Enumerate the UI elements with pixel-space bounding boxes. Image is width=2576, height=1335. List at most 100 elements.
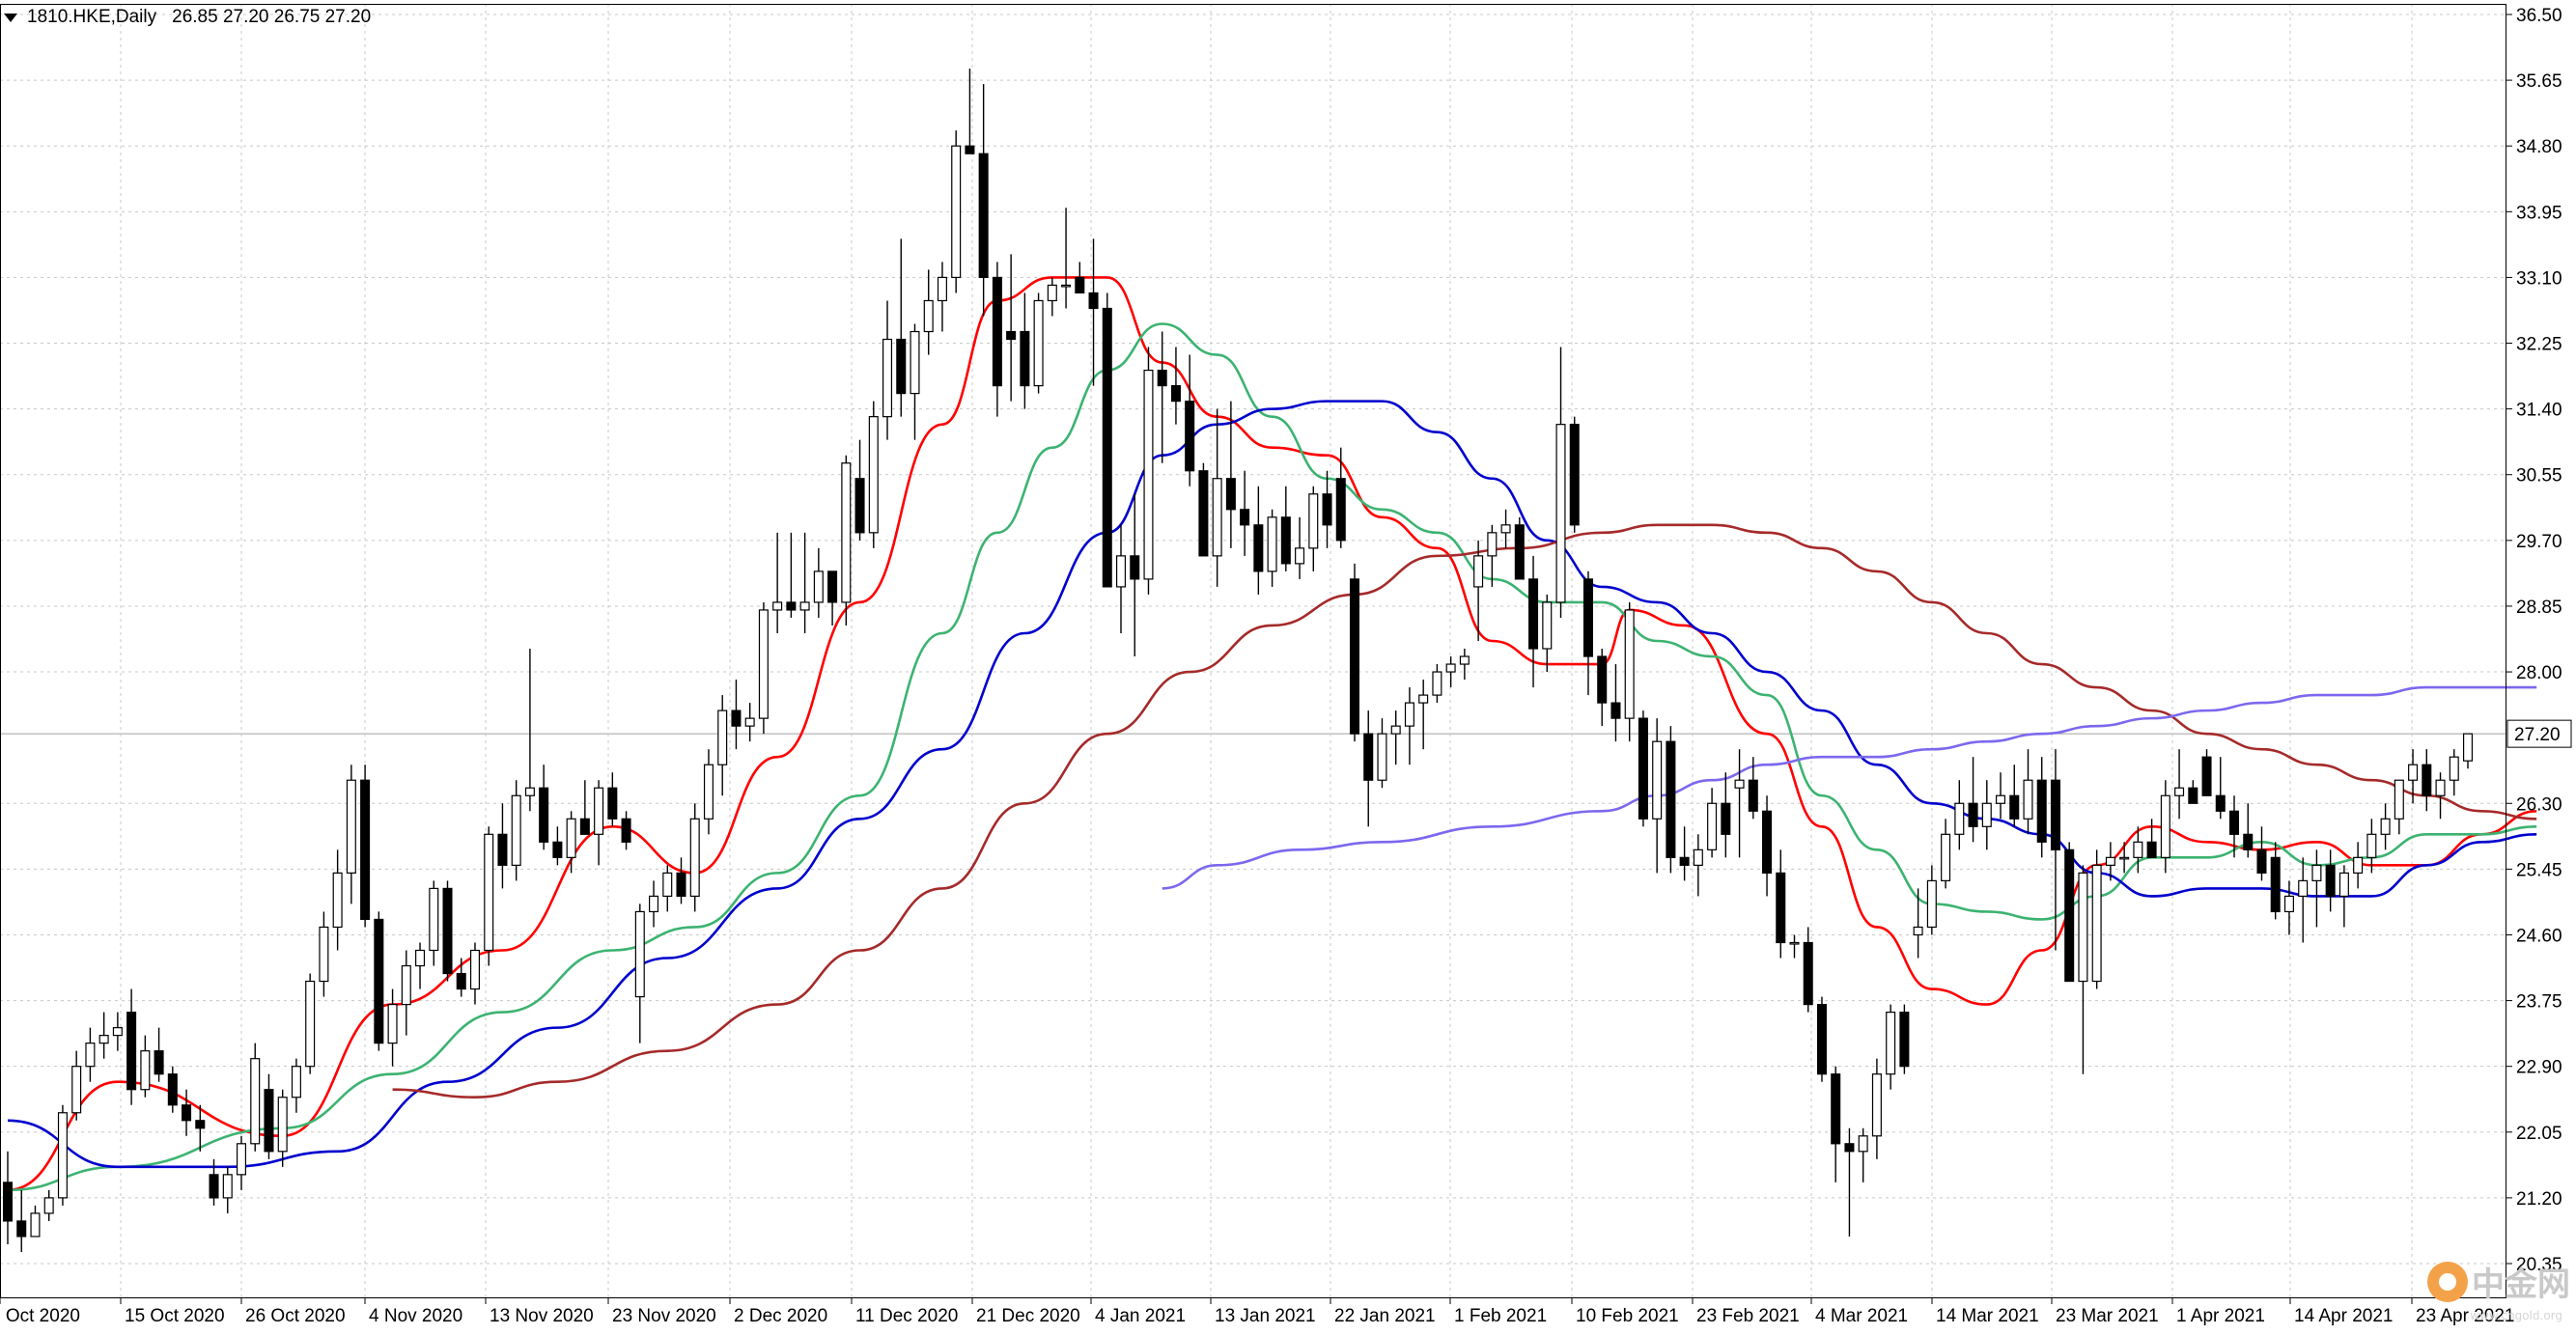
candle-body xyxy=(112,1027,123,1037)
y-tick-label: 35.65 xyxy=(2516,71,2562,92)
y-tick-label: 23.75 xyxy=(2516,992,2562,1013)
candle-body xyxy=(1115,555,1127,588)
candle-body xyxy=(1349,578,1360,735)
x-tick-label: 4 Mar 2021 xyxy=(1815,1306,1908,1326)
candle-body xyxy=(1033,299,1044,387)
candle-body xyxy=(1582,578,1593,657)
candle-body xyxy=(524,787,535,796)
candle-body xyxy=(305,980,316,1068)
candle-body xyxy=(2338,872,2349,898)
candle-body xyxy=(415,949,426,967)
candle-body xyxy=(1130,555,1140,580)
candle-body xyxy=(1941,833,1951,881)
y-tick-label: 20.35 xyxy=(2516,1255,2562,1275)
x-tick-label: 1 Apr 2021 xyxy=(2176,1306,2265,1326)
candle-body xyxy=(841,462,852,603)
candle-body xyxy=(1542,601,1553,650)
y-tick-label: 24.60 xyxy=(2516,926,2562,946)
candle-body xyxy=(1170,384,1181,403)
candle-body xyxy=(360,779,371,921)
candle-body xyxy=(1913,926,1923,936)
watermark-url: www.cngold.org xyxy=(2470,1309,2562,1322)
candle-body xyxy=(1789,941,1800,945)
candle-body xyxy=(2119,856,2130,860)
candle-body xyxy=(1776,872,1786,944)
candle-body xyxy=(126,1011,137,1091)
candle-body xyxy=(497,833,508,866)
candle-body xyxy=(71,1066,82,1114)
y-tick-label: 36.50 xyxy=(2516,6,2562,26)
candle-body xyxy=(813,570,824,603)
dropdown-triangle-icon[interactable] xyxy=(4,13,17,22)
candle-body xyxy=(731,709,742,727)
candle-body xyxy=(195,1120,206,1129)
x-tick-label: 10 Feb 2021 xyxy=(1576,1306,1679,1326)
candle-body xyxy=(2064,848,2075,983)
candle-body xyxy=(1528,578,1539,650)
candle-body xyxy=(43,1197,54,1214)
axes: 36.50 35.65 34.80 33.95 33.10 32.25 31.40 30.55… xyxy=(0,4,2572,1326)
candle-body xyxy=(594,787,604,835)
candle-body xyxy=(1569,424,1580,526)
candle-body xyxy=(1652,740,1663,820)
candle-body xyxy=(387,1003,398,1044)
current-price-label: 27.20 xyxy=(2514,725,2561,745)
x-tick-label: 23 Apr 2021 xyxy=(2416,1306,2514,1326)
x-tick-label: 14 Apr 2021 xyxy=(2294,1306,2393,1326)
candle-body xyxy=(854,478,865,534)
candle-body xyxy=(1555,424,1566,603)
candle-body xyxy=(2050,779,2060,850)
candle-body xyxy=(2146,841,2157,858)
grid xyxy=(0,4,2506,1298)
candle-body xyxy=(1871,1073,1882,1137)
candle-body xyxy=(2036,779,2047,843)
y-tick-label: 33.95 xyxy=(2516,203,2562,223)
x-tick-label: 22 Jan 2021 xyxy=(1334,1306,1436,1326)
candle-body xyxy=(484,833,494,952)
candle-body xyxy=(1280,516,1291,565)
candle-body xyxy=(2078,872,2088,983)
candle-body xyxy=(786,601,797,611)
x-tick-label: 15 Oct 2020 xyxy=(125,1306,225,1326)
watermark: 中金网 xyxy=(2427,1258,2570,1305)
candle-body xyxy=(2283,895,2294,913)
candle-body xyxy=(1954,802,1965,835)
candle-body xyxy=(1734,779,1745,789)
candle-body xyxy=(978,153,989,279)
candle-body xyxy=(717,709,728,765)
candle-body xyxy=(1514,524,1525,580)
x-tick-label: 13 Jan 2021 xyxy=(1215,1306,1316,1326)
candle-body xyxy=(882,338,893,418)
candle-body xyxy=(607,787,618,820)
candle-body xyxy=(1404,702,1414,727)
candle-body xyxy=(662,872,673,898)
candle-body xyxy=(566,818,576,858)
candle-body xyxy=(1459,655,1470,665)
candle-body xyxy=(1253,524,1264,572)
candle-body xyxy=(1748,779,1758,812)
candle-body xyxy=(923,299,934,333)
candle-body xyxy=(1006,330,1017,341)
candle-body xyxy=(649,895,659,913)
candle-body xyxy=(16,1220,27,1238)
candle-body xyxy=(85,1043,96,1068)
candle-body xyxy=(442,887,453,975)
candle-body xyxy=(1666,740,1676,858)
candle-body xyxy=(2243,833,2254,850)
x-tick-label: 11 Dec 2020 xyxy=(855,1306,958,1326)
y-tick-label: 33.10 xyxy=(2516,268,2562,289)
candle-body xyxy=(1088,292,1099,310)
x-tick-label: 2 Dec 2020 xyxy=(734,1306,827,1326)
candle-body xyxy=(1377,733,1387,781)
candle-body xyxy=(2366,833,2377,858)
candle-body xyxy=(1858,1135,1868,1153)
candle-body xyxy=(868,416,879,534)
candle-body xyxy=(1020,330,1030,387)
candle-body xyxy=(1322,493,1332,526)
candle-body xyxy=(209,1174,219,1199)
candle-body xyxy=(1267,516,1277,572)
candle-body xyxy=(2449,756,2459,781)
candle-body xyxy=(1721,802,1731,835)
candle-body xyxy=(539,787,549,843)
